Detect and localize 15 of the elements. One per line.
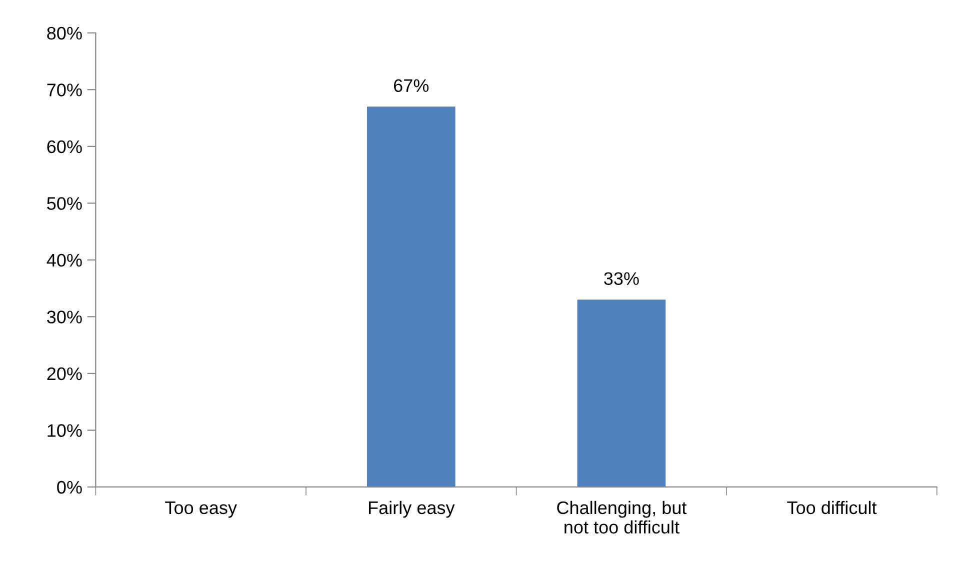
y-tick-label: 70% — [47, 84, 82, 96]
x-tick-label: Too easy — [165, 502, 237, 518]
y-tick-label: 10% — [48, 424, 82, 437]
x-tick-label: Challenging, but not too difficult — [557, 500, 687, 534]
y-tick-label: 40% — [46, 254, 82, 267]
data-label: 67% — [394, 79, 429, 92]
x-tick-label: Fairly easy — [368, 500, 455, 518]
y-tick-label: 30% — [47, 310, 82, 324]
y-tick-label: 20% — [47, 367, 82, 380]
x-tick-label: Too difficult — [787, 500, 877, 514]
y-tick-label: 80% — [47, 26, 82, 40]
y-tick-label: 60% — [47, 140, 82, 154]
y-tick-label: 0% — [57, 480, 82, 494]
data-label: 33% — [604, 272, 639, 285]
y-tick-label: 50% — [47, 197, 82, 210]
